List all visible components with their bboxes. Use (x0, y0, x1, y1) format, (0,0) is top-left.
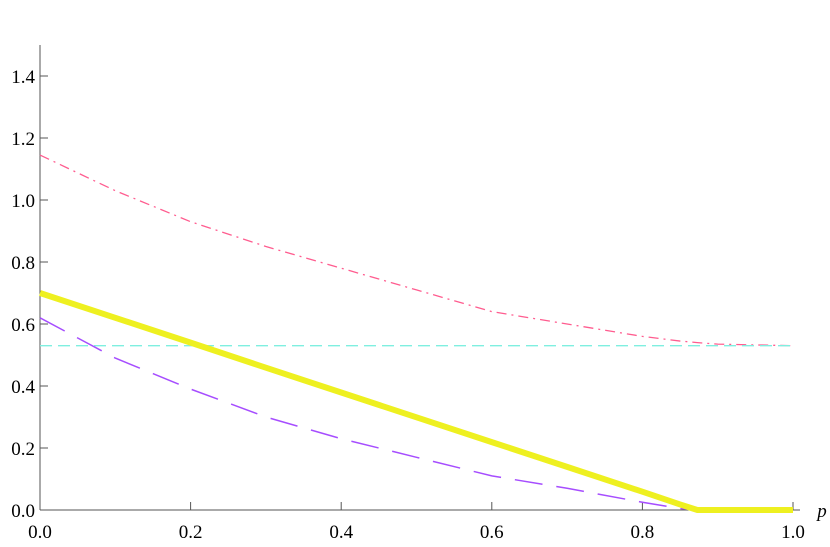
x-tick-label: 1.0 (781, 522, 805, 543)
x-tick-label: 0.4 (329, 522, 353, 543)
series-line (39, 290, 793, 513)
y-tick-label: 0.6 (11, 315, 35, 336)
x-tick-label: 0.2 (179, 522, 203, 543)
y-tick-label: 1.0 (11, 191, 35, 212)
x-axis-label: p (815, 501, 827, 522)
y-tick-label: 0.2 (11, 439, 35, 460)
x-tick-label: 0.8 (631, 522, 655, 543)
y-tick-label: 1.2 (11, 129, 35, 150)
series-line (39, 154, 794, 347)
x-tick-label: 0.6 (480, 522, 504, 543)
y-tick-label: 0.8 (11, 253, 35, 274)
y-tick-label: 0.4 (11, 377, 35, 398)
series-line (39, 317, 793, 511)
y-tick-label: 0.0 (11, 501, 35, 522)
y-tick-label: 1.4 (11, 67, 35, 88)
x-tick-label: 0.0 (28, 522, 52, 543)
